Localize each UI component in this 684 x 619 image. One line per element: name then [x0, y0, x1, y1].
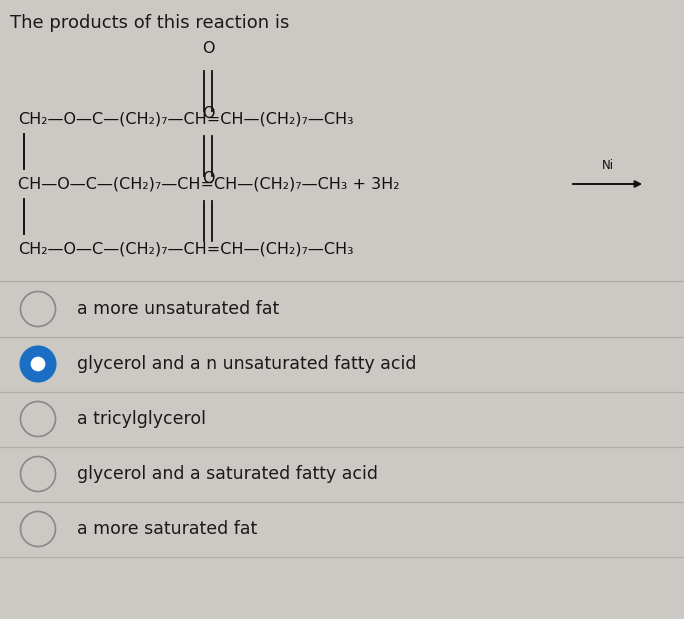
Circle shape — [21, 292, 55, 326]
Text: O: O — [202, 171, 214, 186]
Text: CH₂—O—C—(CH₂)₇—CH=CH—(CH₂)₇—CH₃: CH₂—O—C—(CH₂)₇—CH=CH—(CH₂)₇—CH₃ — [18, 111, 354, 126]
Circle shape — [21, 511, 55, 547]
Text: a more unsaturated fat: a more unsaturated fat — [77, 300, 280, 318]
Circle shape — [21, 402, 55, 436]
Text: The products of this reaction is: The products of this reaction is — [10, 14, 289, 32]
Text: Ni: Ni — [601, 159, 614, 172]
Text: a more saturated fat: a more saturated fat — [77, 520, 258, 538]
Circle shape — [31, 357, 44, 371]
Text: a tricylglycerol: a tricylglycerol — [77, 410, 207, 428]
Circle shape — [21, 456, 55, 491]
Text: glycerol and a n unsaturated fatty acid: glycerol and a n unsaturated fatty acid — [77, 355, 417, 373]
Text: O: O — [202, 106, 214, 121]
Text: O: O — [202, 41, 214, 56]
Text: CH—O—C—(CH₂)₇—CH=CH—(CH₂)₇—CH₃ + 3H₂: CH—O—C—(CH₂)₇—CH=CH—(CH₂)₇—CH₃ + 3H₂ — [18, 176, 399, 191]
Text: CH₂—O—C—(CH₂)₇—CH=CH—(CH₂)₇—CH₃: CH₂—O—C—(CH₂)₇—CH=CH—(CH₂)₇—CH₃ — [18, 241, 354, 256]
Circle shape — [21, 347, 55, 381]
Text: glycerol and a saturated fatty acid: glycerol and a saturated fatty acid — [77, 465, 378, 483]
